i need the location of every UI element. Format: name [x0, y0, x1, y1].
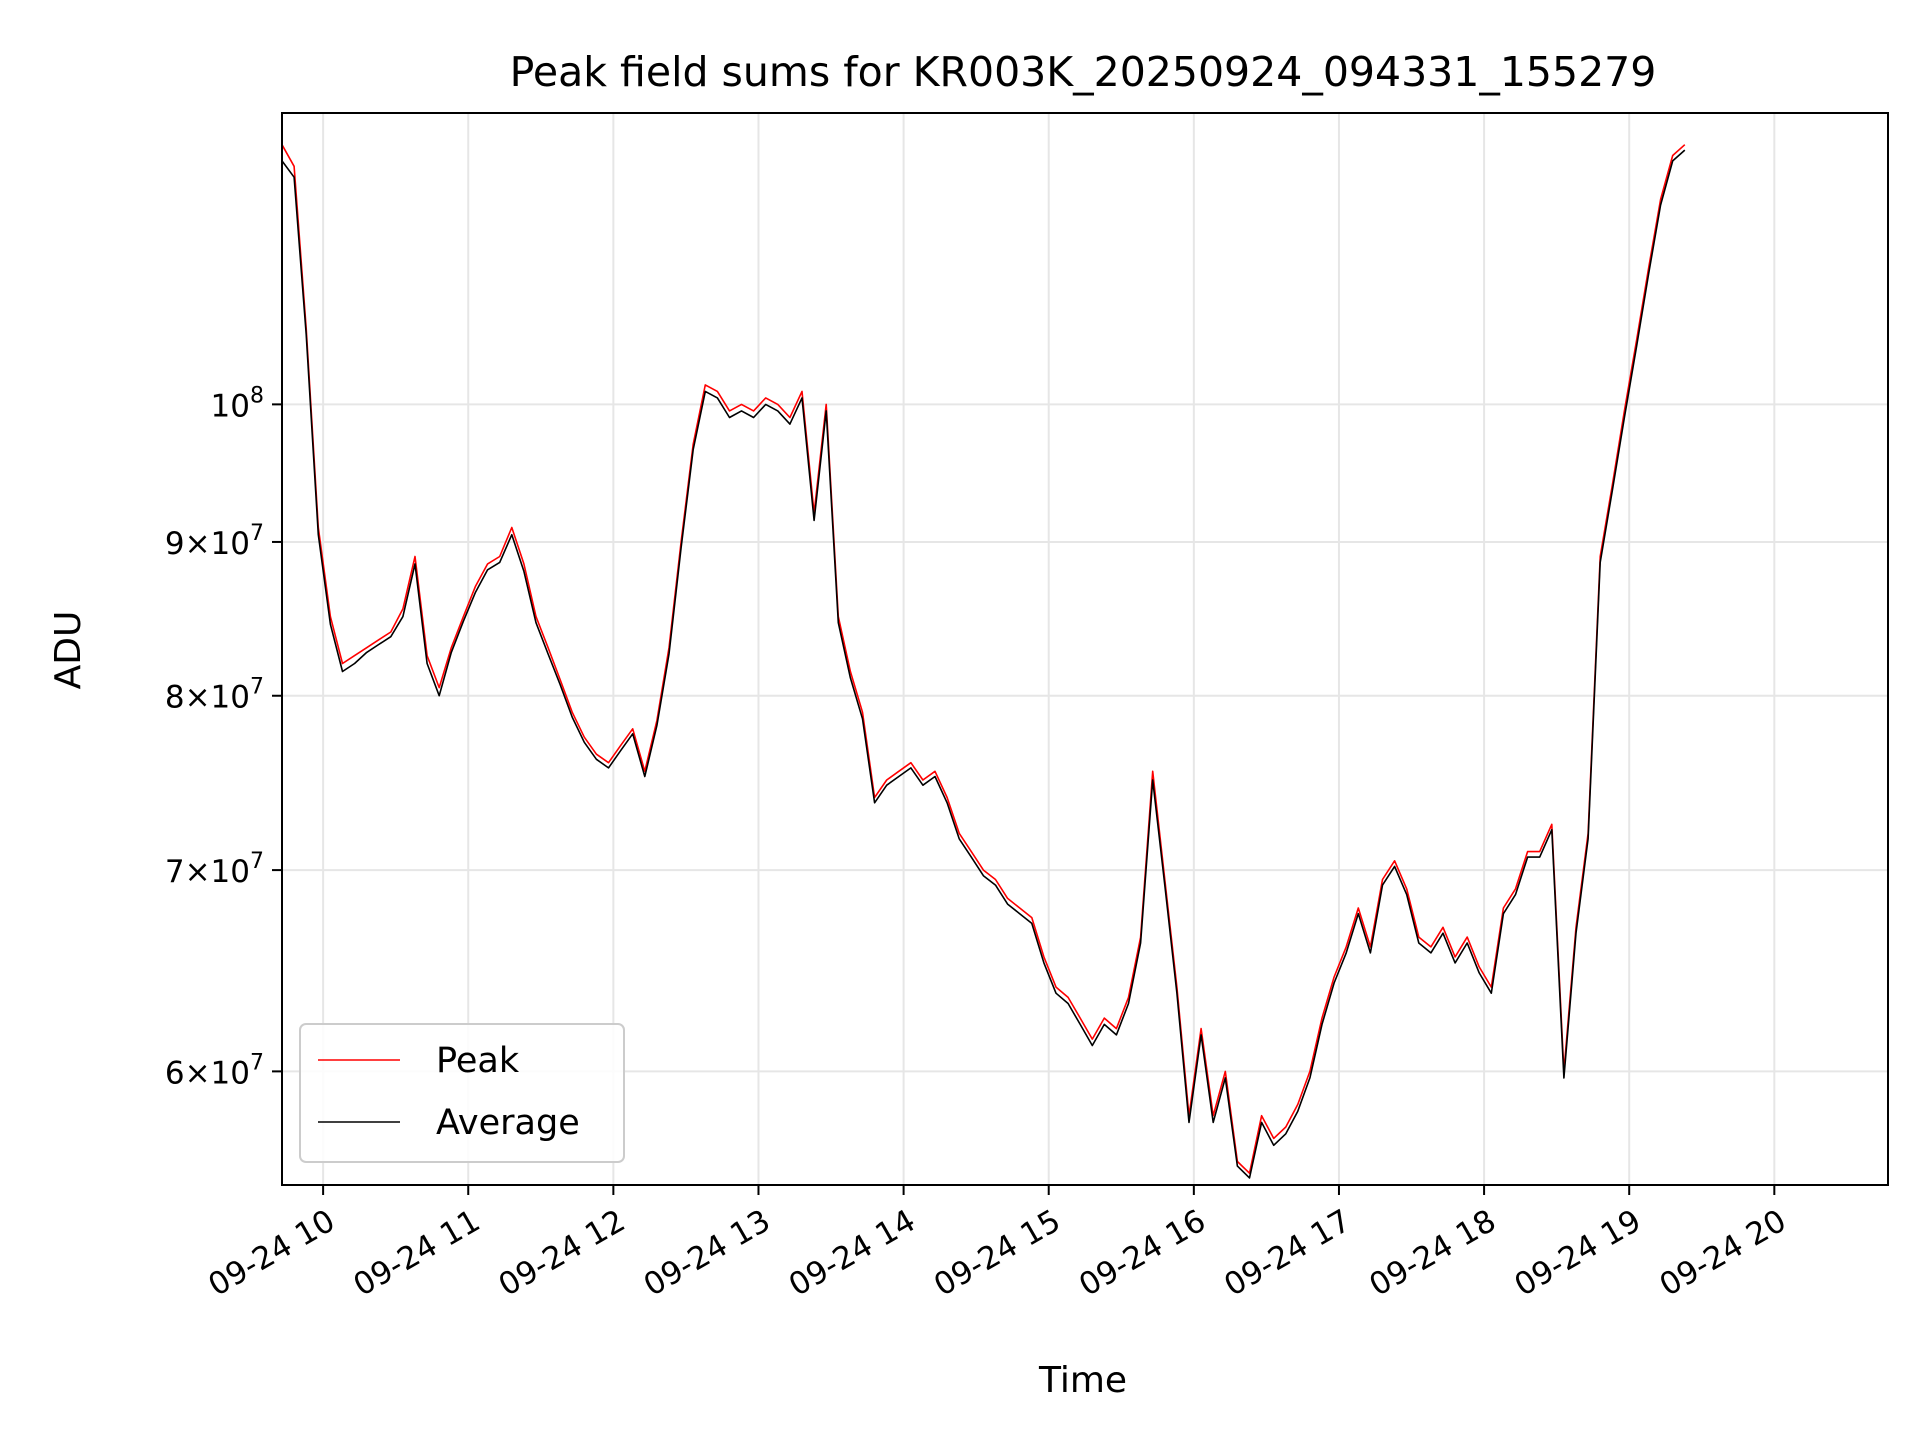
y-tick-label: 6×107: [165, 1050, 264, 1091]
y-axis-label: ADU: [48, 611, 89, 690]
x-tick-label: 09-24 14: [783, 1203, 922, 1304]
x-tick-label: 09-24 18: [1363, 1203, 1502, 1304]
legend-label-peak: Peak: [436, 1041, 520, 1081]
x-tick-label: 09-24 10: [202, 1203, 341, 1304]
x-tick-label: 09-24 16: [1073, 1203, 1212, 1304]
x-tick-label: 09-24 19: [1508, 1203, 1647, 1304]
legend-box: [299, 1023, 625, 1163]
chart-title: Peak field sums for KR003K_20250924_0943…: [510, 48, 1657, 96]
x-tick-label: 09-24 11: [348, 1203, 487, 1304]
x-axis-label: Time: [1038, 1360, 1127, 1401]
x-tick-label: 09-24 15: [928, 1203, 1067, 1304]
x-tick-label: 09-24 12: [493, 1203, 632, 1304]
x-tick-label: 09-24 17: [1218, 1203, 1357, 1304]
y-tick-label: 8×107: [165, 675, 264, 716]
y-tick-label: 7×107: [165, 849, 264, 890]
plot-frame: [281, 112, 1889, 1186]
series-line-peak: [281, 144, 1686, 1174]
series-line-average: [281, 149, 1686, 1179]
x-tick-label: 09-24 20: [1654, 1203, 1793, 1304]
y-axis-ticks: 6×107 7×107 8×107 9×107 108: [165, 383, 282, 1091]
y-tick-label: 108: [211, 383, 264, 424]
x-tick-label: 09-24 13: [638, 1203, 777, 1304]
legend: Peak Average: [299, 1023, 625, 1163]
y-tick-label: 9×107: [165, 521, 264, 562]
series-lines: [281, 144, 1686, 1179]
x-axis-ticks: 09-24 10 09-24 11 09-24 12 09-24 13 09-24 14…: [202, 1185, 1792, 1304]
legend-label-average: Average: [436, 1103, 580, 1143]
